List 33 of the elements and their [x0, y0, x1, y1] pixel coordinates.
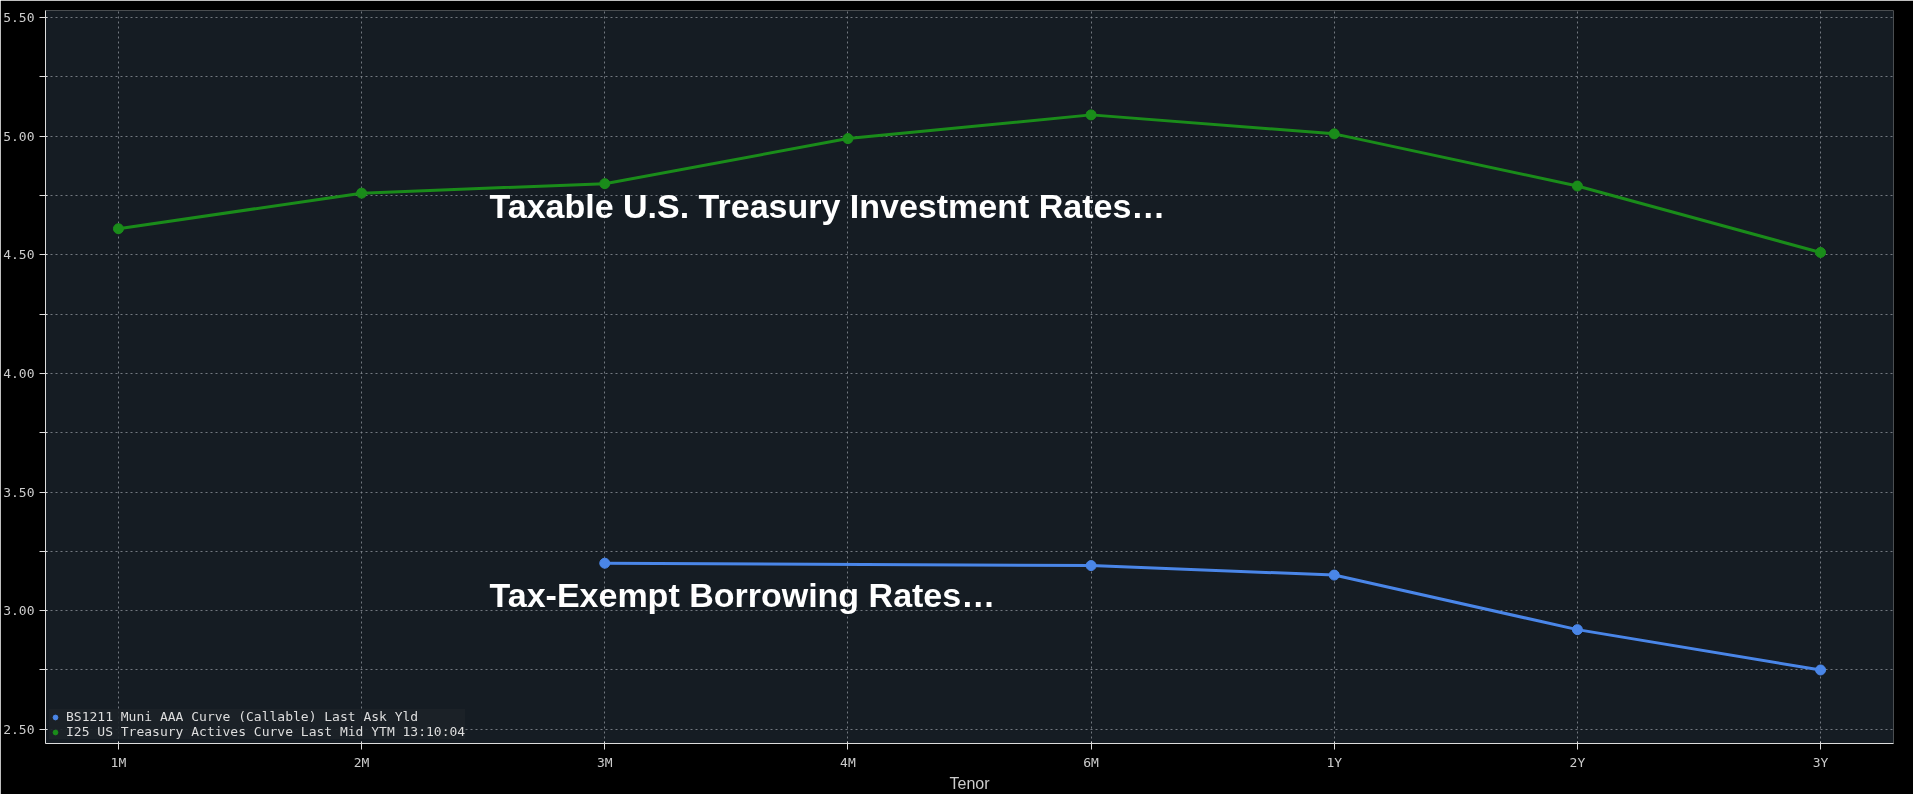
point [1815, 246, 1827, 258]
x-tick-label: 2Y [1569, 754, 1586, 770]
x-tick-label: 6M [1083, 754, 1100, 770]
y-tick-label: 5.50 [3, 10, 35, 26]
x-tick-label: 2M [353, 754, 370, 770]
y-tick-label: 3.00 [3, 603, 35, 619]
annotation: Taxable U.S. Treasury Investment Rates… [489, 187, 1166, 226]
legend-label: I25 US Treasury Actives Curve Last Mid YTM 13:10:04 [66, 724, 466, 739]
point [1571, 624, 1583, 636]
point [112, 223, 124, 235]
point [599, 557, 611, 569]
y-tick-label: 3.50 [3, 484, 35, 500]
y-tick-label: 2.50 [3, 721, 35, 737]
point [1085, 109, 1097, 121]
point [599, 178, 611, 190]
x-axis-title: Tenor [949, 774, 991, 792]
y-tick-label: 5.00 [3, 128, 35, 144]
x-tick-label: 3M [596, 754, 613, 770]
x-tick-label: 4M [840, 754, 856, 770]
x-tick-label: 3Y [1812, 754, 1829, 770]
point [356, 187, 368, 199]
y-tick-label: 4.00 [3, 365, 35, 381]
point [1571, 180, 1583, 192]
x-tick-label: 1Y [1326, 754, 1343, 770]
point [1815, 664, 1827, 676]
point [842, 133, 854, 145]
point [1328, 569, 1340, 581]
annotation: Tax-Exempt Borrowing Rates… [489, 575, 996, 614]
x-tick-label: 1M [110, 754, 127, 770]
legend-label: BS1211 Muni AAA Curve (Callable) Last Ask Yld [66, 709, 419, 724]
point [1085, 560, 1097, 572]
point [1328, 128, 1340, 140]
y-tick-label: 4.50 [3, 247, 35, 263]
